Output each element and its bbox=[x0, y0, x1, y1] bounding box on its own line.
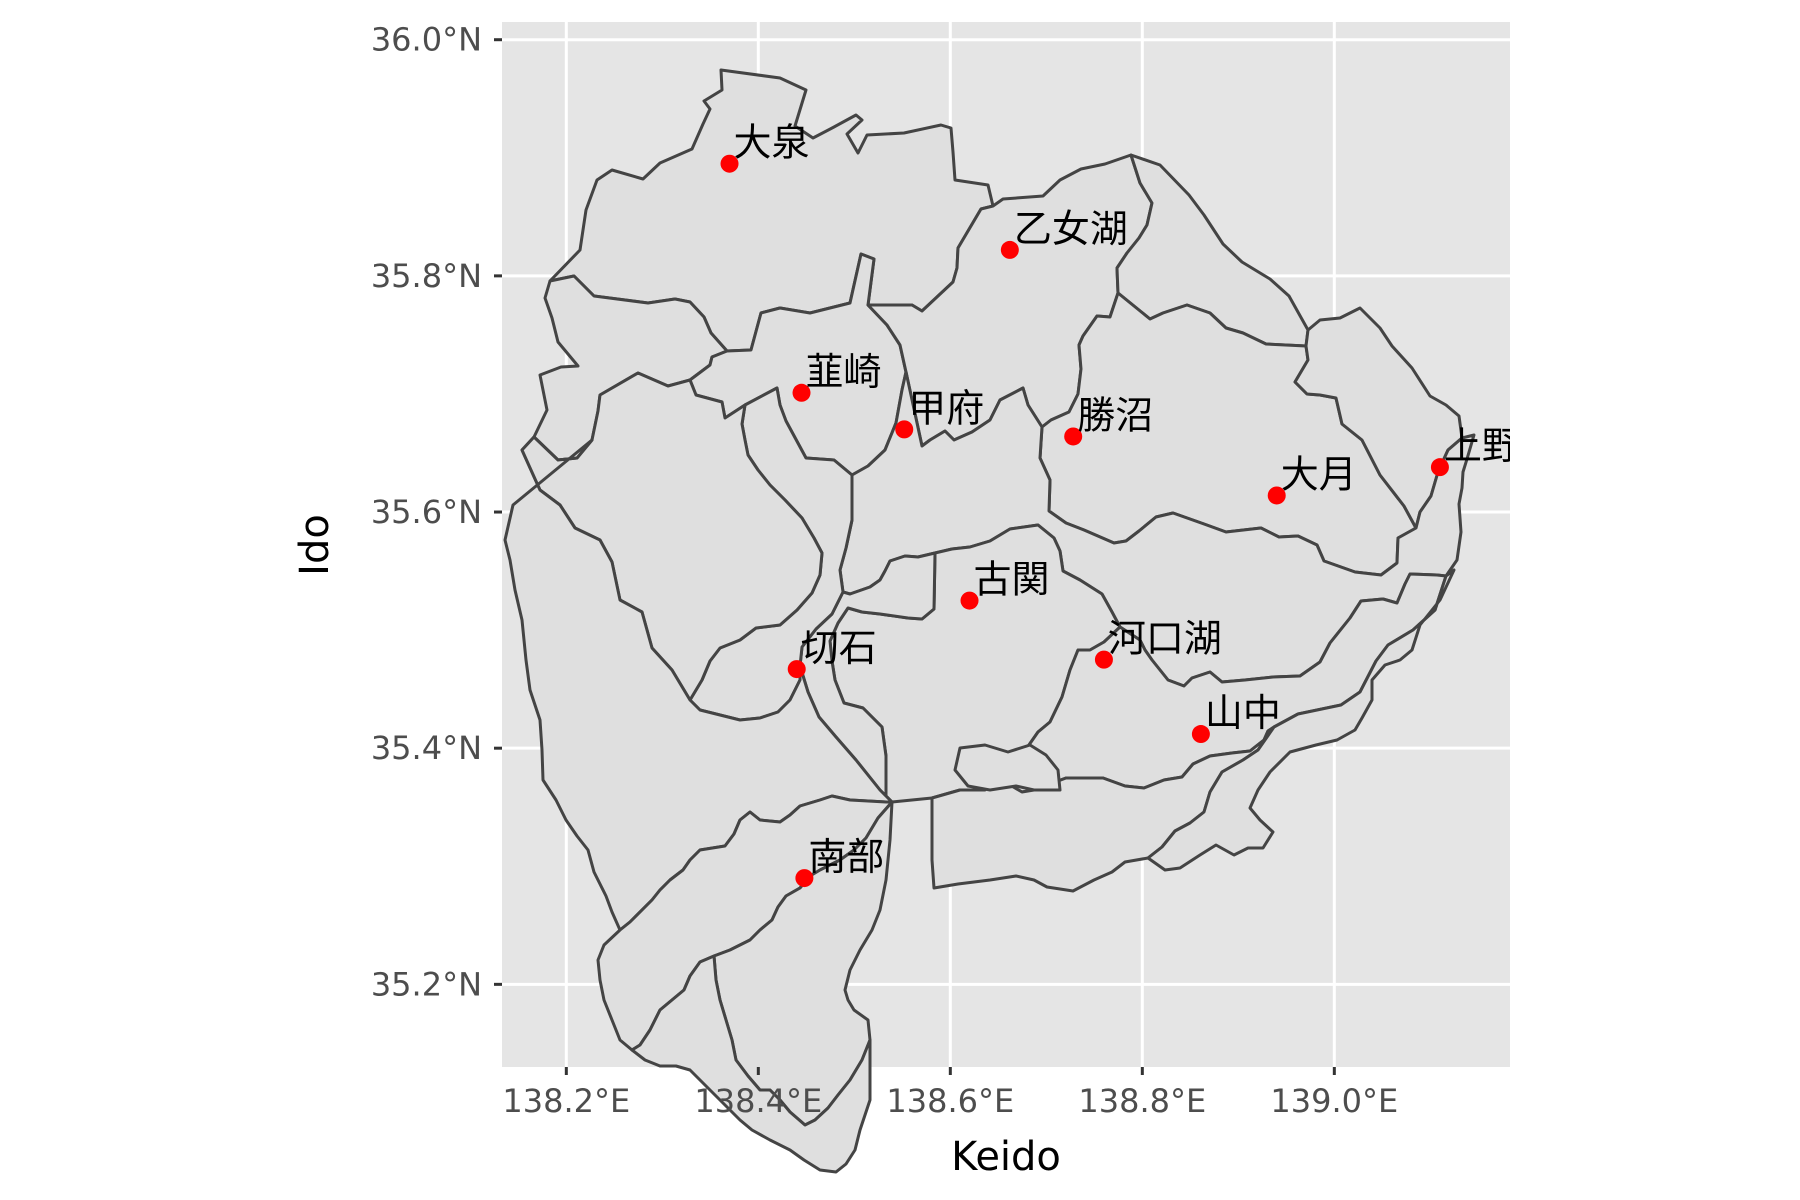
municipality-boundaries bbox=[503, 68, 1476, 1174]
x-tick-label: 139.0°E bbox=[1270, 1082, 1398, 1120]
y-tick-label: 35.8°N bbox=[371, 257, 482, 295]
place-label: 切石 bbox=[801, 626, 877, 670]
place-label: 南部 bbox=[808, 835, 884, 879]
place-label: 山中 bbox=[1205, 691, 1281, 735]
place-marker bbox=[960, 591, 979, 610]
place-label: 勝沼 bbox=[1077, 393, 1153, 437]
place-label: 乙女湖 bbox=[1014, 207, 1128, 251]
x-tick-label: 138.6°E bbox=[886, 1082, 1014, 1120]
y-tick-label: 35.6°N bbox=[371, 493, 482, 531]
place-marker bbox=[1267, 486, 1286, 505]
place-label: 大月 bbox=[1281, 452, 1357, 496]
place-marker bbox=[1191, 725, 1210, 744]
place-marker bbox=[1000, 240, 1019, 259]
x-tick-label: 138.4°E bbox=[694, 1082, 822, 1120]
place-label: 大泉 bbox=[734, 121, 810, 165]
axis-ticks: 138.2°E 138.4°E 138.6°E 138.8°E 139.0°E 35.2°… bbox=[371, 21, 1398, 1120]
place-marker bbox=[1094, 650, 1113, 669]
place-label: 古関 bbox=[974, 558, 1050, 602]
place-marker bbox=[787, 660, 806, 679]
place-label: 甲府 bbox=[908, 386, 984, 430]
x-tick-label: 138.2°E bbox=[502, 1082, 630, 1120]
place-marker bbox=[1064, 427, 1083, 446]
place-marker bbox=[792, 383, 811, 402]
y-tick-label: 35.2°N bbox=[371, 965, 482, 1003]
place-label: 韮崎 bbox=[806, 350, 882, 394]
place-label: 河口湖 bbox=[1108, 617, 1222, 661]
place-marker bbox=[1430, 458, 1449, 477]
y-axis-title: Ido bbox=[292, 514, 338, 576]
x-tick-label: 138.8°E bbox=[1078, 1082, 1206, 1120]
y-tick-label: 36.0°N bbox=[371, 21, 482, 59]
region-nanbu-south bbox=[630, 954, 872, 1174]
y-tick-label: 35.4°N bbox=[371, 729, 482, 767]
place-label: 上野 bbox=[1444, 424, 1520, 468]
region-fujiyoshida bbox=[1146, 568, 1456, 872]
x-axis-title: Keido bbox=[951, 1134, 1061, 1180]
place-marker bbox=[895, 420, 914, 439]
region-lake bbox=[953, 743, 1062, 792]
place-marker bbox=[795, 869, 814, 888]
place-marker bbox=[720, 154, 739, 173]
